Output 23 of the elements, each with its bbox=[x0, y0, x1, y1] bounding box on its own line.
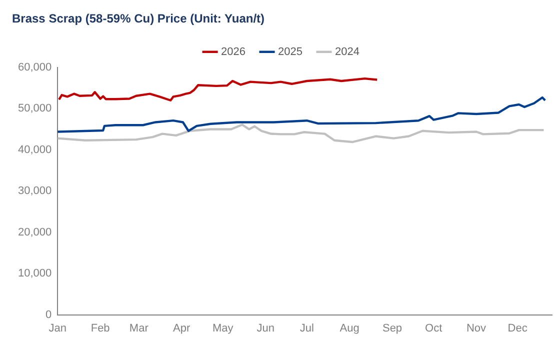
x-tick-label: Sep bbox=[382, 322, 402, 334]
x-tick-label: Nov bbox=[466, 322, 487, 334]
x-tick-label: Aug bbox=[340, 322, 360, 334]
legend-label: 2025 bbox=[278, 46, 302, 58]
y-tick-label: 30,000 bbox=[18, 185, 52, 198]
x-tick-label: Jun bbox=[256, 322, 274, 334]
x-tick-label: Feb bbox=[90, 322, 110, 334]
legend-label: 2024 bbox=[334, 46, 360, 58]
x-tick-label: May bbox=[212, 322, 234, 334]
x-tick-label: Dec bbox=[508, 322, 528, 334]
legend-label: 2026 bbox=[221, 46, 246, 58]
y-tick-label: 60,000 bbox=[18, 61, 52, 74]
chart-title: Brass Scrap (58-59% Cu) Price (Unit: Yuan/t) bbox=[12, 12, 265, 26]
y-tick-label: 50,000 bbox=[18, 102, 52, 115]
x-tick-label: Apr bbox=[173, 322, 190, 334]
y-tick-label: 40,000 bbox=[18, 144, 52, 156]
y-tick-label: 10,000 bbox=[18, 268, 52, 280]
y-tick-label: 0 bbox=[46, 308, 52, 321]
x-tick-label: Jan bbox=[48, 322, 67, 334]
y-tick-label: 20,000 bbox=[18, 226, 52, 238]
x-tick-label: Mar bbox=[129, 322, 149, 334]
x-tick-label: Jul bbox=[300, 322, 314, 334]
x-tick-label: Oct bbox=[425, 322, 442, 334]
